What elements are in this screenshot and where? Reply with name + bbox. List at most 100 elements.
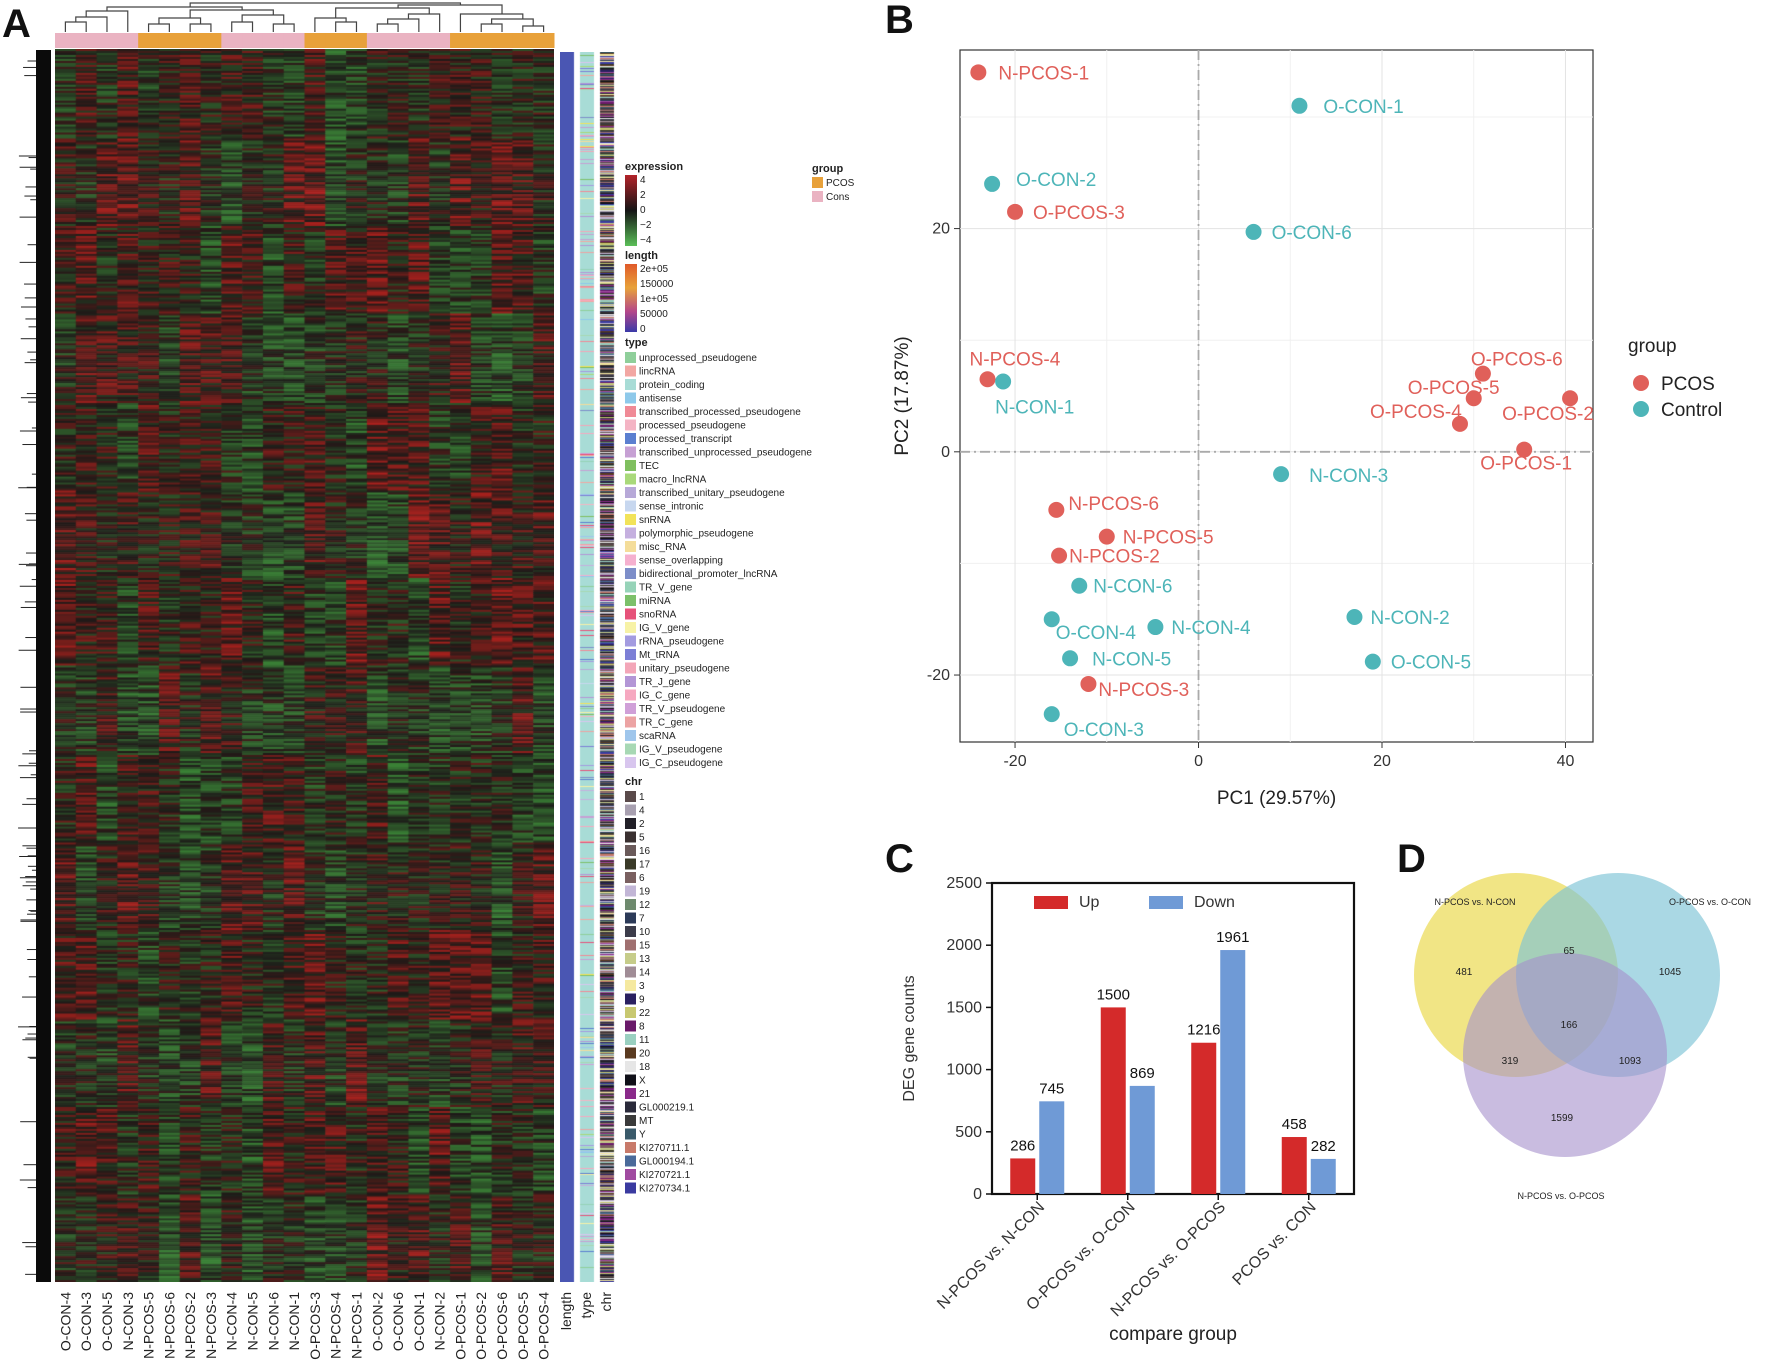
- type-legend-swatch: [625, 676, 636, 687]
- bar-y-tick: 1500: [946, 999, 982, 1016]
- sample-label: O-PCOS-5: [515, 1292, 531, 1360]
- bar-y-tick: 500: [955, 1124, 982, 1141]
- pca-point: [1080, 675, 1097, 692]
- group-cell: [158, 33, 181, 48]
- type-legend-swatch: [625, 689, 636, 701]
- sample-label: O-PCOS-3: [307, 1292, 323, 1360]
- group-cell: [304, 33, 326, 48]
- chr-legend-swatch: [625, 1115, 636, 1126]
- dendrogram-link: [459, 13, 524, 32]
- length-tick: 50000: [640, 309, 668, 320]
- chr-legend-label: 14: [639, 968, 651, 979]
- chr-legend-label: Y: [639, 1130, 646, 1141]
- pca-x-tick: 40: [1557, 753, 1575, 770]
- pca-point: [1071, 577, 1088, 594]
- chr-legend-swatch: [625, 1034, 636, 1045]
- expression-tick: 0: [640, 205, 646, 216]
- chr-legend-label: 9: [639, 995, 645, 1006]
- chr-legend-label: 22: [639, 1008, 651, 1019]
- dendrogram-link: [189, 9, 274, 18]
- chr-legend-label: 4: [639, 806, 645, 817]
- pca-x-tick: 20: [1373, 753, 1391, 770]
- dendrogram-link: [75, 16, 108, 32]
- type-legend-label: transcribed_unprocessed_pseudogene: [639, 448, 812, 459]
- venn-circle-c: [1463, 953, 1667, 1157]
- chr-legend-swatch: [625, 899, 636, 910]
- pca-y-tick: 0: [941, 444, 950, 461]
- type-legend-swatch: [625, 473, 636, 485]
- chr-legend-label: 20: [639, 1049, 651, 1060]
- chr-legend-label: 2: [639, 819, 645, 830]
- type-legend-label: Mt_tRNA: [639, 650, 680, 661]
- pca-point-label: O-PCOS-4: [1370, 402, 1462, 423]
- group-cell: [512, 33, 534, 48]
- pca-point-label: N-PCOS-1: [998, 63, 1089, 84]
- chr-legend-swatch: [625, 858, 636, 870]
- heatmap-body: [55, 49, 554, 1282]
- type-legend-title: type: [625, 337, 648, 349]
- sample-label: O-CON-3: [78, 1292, 94, 1351]
- type-legend-swatch: [625, 703, 636, 714]
- expression-tick: 4: [640, 175, 646, 186]
- pca-point: [1291, 97, 1308, 114]
- bar-value-label: 1961: [1216, 929, 1249, 946]
- type-legend-label: unprocessed_pseudogene: [639, 353, 757, 364]
- length-tick: 150000: [640, 279, 674, 290]
- bar-value-label: 1216: [1187, 1022, 1220, 1039]
- panel-letter-d: D: [1397, 837, 1426, 881]
- dendrogram-link: [335, 7, 430, 18]
- group-legend-title: group: [812, 163, 843, 175]
- type-legend-label: lincRNA: [639, 367, 675, 378]
- pca-point: [1474, 365, 1491, 382]
- pca-point-label: N-CON-4: [1171, 618, 1251, 639]
- expression-legend-title: expression: [625, 161, 683, 173]
- venn-region-count: 166: [1561, 1020, 1578, 1031]
- group-legend-label: PCOS: [826, 178, 855, 189]
- bar: [1039, 1101, 1065, 1194]
- type-legend-swatch: [625, 419, 636, 431]
- bar: [1129, 1085, 1155, 1194]
- group-cell: [75, 33, 98, 48]
- pca-x-tick: 0: [1194, 753, 1203, 770]
- group-legend-label: Cons: [826, 192, 849, 203]
- chr-legend-swatch: [625, 926, 636, 937]
- dendrogram-link: [335, 21, 358, 32]
- type-legend-swatch: [625, 527, 636, 539]
- type-legend-label: antisense: [639, 394, 682, 405]
- group-legend: group PCOS Cons: [812, 163, 855, 203]
- pca-point: [1516, 441, 1533, 458]
- pca-point: [1364, 653, 1381, 670]
- pca-point-label: O-CON-3: [1064, 720, 1144, 741]
- chr-legend-label: KI270734.1: [639, 1184, 691, 1195]
- pca-point: [1007, 203, 1024, 220]
- chr-legend-swatch: [625, 791, 636, 802]
- annotation-column-labels: length type chr: [558, 1292, 614, 1330]
- bar-value-label: 458: [1282, 1116, 1307, 1133]
- expression-tick: −4: [640, 235, 652, 246]
- type-legend-label: TR_V_pseudogene: [639, 704, 726, 715]
- group-legend-swatch: [812, 177, 823, 188]
- chr-legend-swatch: [625, 1155, 636, 1167]
- type-legend-label: TR_V_gene: [639, 583, 693, 594]
- type-legend-label: transcribed_processed_pseudogene: [639, 407, 801, 418]
- dendrogram-link: [189, 2, 462, 7]
- group-legend-swatch: [812, 191, 823, 202]
- group-cell: [470, 33, 493, 48]
- chr-legend-label: MT: [639, 1116, 653, 1127]
- expression-legend: expression 4 2 0 −2 −4: [625, 161, 683, 246]
- pca-point: [1048, 501, 1065, 518]
- pca-legend-label: PCOS: [1661, 374, 1715, 395]
- bar: [1310, 1158, 1336, 1194]
- pca-point-label: N-PCOS-2: [1069, 547, 1160, 568]
- pca-y-tick: 20: [932, 221, 950, 238]
- chr-legend-swatch: [625, 1047, 636, 1059]
- group-cell: [117, 33, 139, 48]
- pca-point-label: O-PCOS-2: [1502, 404, 1594, 425]
- chr-legend-label: GL000219.1: [639, 1103, 694, 1114]
- bar-y-tick: 2500: [946, 875, 982, 892]
- chr-legend-label: 13: [639, 954, 651, 965]
- venn-region-count: 319: [1502, 1056, 1519, 1067]
- bar-x-tick: PCOS vs. CON: [1230, 1199, 1320, 1289]
- group-cell: [221, 33, 243, 48]
- bar: [1191, 1042, 1217, 1194]
